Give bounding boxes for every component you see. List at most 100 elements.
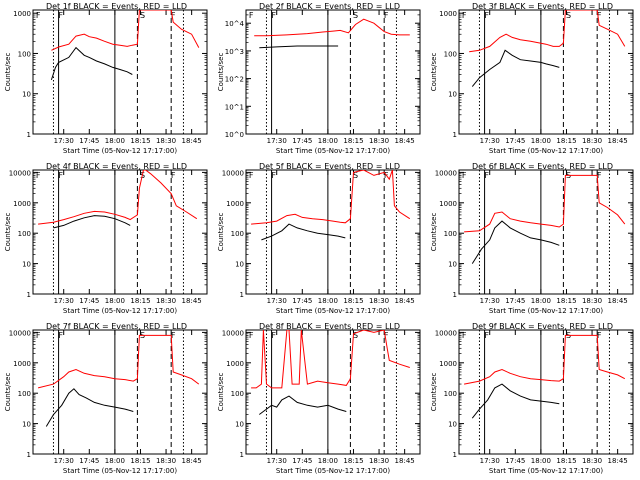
x-tick-label: 18:00	[105, 137, 125, 145]
detector-chart: Det 4f BLACK = Events, RED = LLD 1 10 100 10…	[4, 162, 208, 315]
lld-series-line	[51, 10, 200, 51]
x-axis-label: Start Time (05-Nov-12 17:17:00)	[489, 147, 603, 155]
plot-frame	[32, 329, 208, 455]
time-marker-label: F	[597, 331, 602, 340]
y-axis-label: Counts/sec	[430, 53, 438, 92]
lld-series-line	[464, 174, 626, 233]
time-marker-label: F	[58, 171, 63, 180]
y-tick-label: 10	[22, 261, 31, 269]
chart-title: Det 4f BLACK = Events, RED = LLD	[46, 162, 187, 171]
y-axis-label: Counts/sec	[217, 213, 225, 252]
y-tick-label: 10000	[222, 169, 244, 177]
chart-title: Det 6f BLACK = Events, RED = LLD	[472, 162, 613, 171]
x-tick-label: 17:45	[79, 457, 99, 465]
y-tick-label: 100	[444, 50, 457, 58]
time-marker-label: F	[271, 171, 276, 180]
x-tick-label: 18:30	[156, 457, 176, 465]
time-marker-label: F	[462, 331, 467, 340]
chart-title: Det 8f BLACK = Events, RED = LLD	[259, 322, 400, 331]
y-tick-label: 100	[18, 230, 31, 238]
chart-title: Det 2f BLACK = Events, RED = LLD	[259, 2, 400, 11]
x-tick-label: 18:15	[130, 297, 150, 305]
x-tick-label: 17:30	[54, 297, 74, 305]
lld-series-line	[38, 170, 198, 225]
detector-chart: Det 3f BLACK = Events, RED = LLD 1 10 100 10…	[430, 2, 634, 155]
time-marker-label: F	[384, 11, 389, 20]
time-marker-label: S	[353, 331, 358, 340]
x-tick-label: 18:15	[343, 457, 363, 465]
detector-chart: Det 7f BLACK = Events, RED = LLD 1 10 100 10…	[4, 322, 208, 475]
y-tick-label: 1000	[226, 200, 244, 208]
y-tick-label: 1	[27, 291, 31, 299]
y-tick-label: 100	[444, 230, 457, 238]
y-tick-label: 10000	[435, 329, 457, 337]
time-marker-label: F	[271, 331, 276, 340]
x-tick-label: 17:30	[480, 137, 500, 145]
y-tick-label: 1	[240, 451, 244, 459]
x-tick-label: 18:15	[343, 137, 363, 145]
time-marker-label: F	[58, 331, 63, 340]
x-axis-label: Start Time (05-Nov-12 17:17:00)	[63, 147, 177, 155]
detector-chart: Det 2f BLACK = Events, RED = LLD 10^0 10^1…	[217, 2, 421, 155]
x-tick-label: 18:45	[608, 457, 628, 465]
time-marker-label: F	[484, 171, 489, 180]
x-tick-label: 18:45	[608, 137, 628, 145]
x-axis-label: Start Time (05-Nov-12 17:17:00)	[276, 147, 390, 155]
time-marker-label: S	[566, 11, 571, 20]
time-marker-label: F	[384, 331, 389, 340]
y-axis-label: Counts/sec	[217, 53, 225, 92]
events-series-line	[471, 383, 560, 419]
y-tick-label: 10	[448, 91, 457, 99]
x-tick-label: 18:45	[182, 137, 202, 145]
x-tick-label: 17:45	[79, 137, 99, 145]
x-tick-label: 18:30	[582, 137, 602, 145]
x-tick-label: 17:30	[54, 457, 74, 465]
x-tick-label: 18:15	[130, 137, 150, 145]
y-tick-label: 10	[22, 421, 31, 429]
y-tick-label: 10	[22, 91, 31, 99]
x-tick-label: 18:15	[130, 457, 150, 465]
plot-frame	[32, 9, 208, 135]
y-tick-label: 10	[448, 421, 457, 429]
x-tick-label: 18:45	[395, 137, 415, 145]
time-marker-label: F	[484, 11, 489, 20]
events-series-line	[471, 49, 560, 87]
x-tick-label: 17:45	[292, 297, 312, 305]
x-tick-label: 18:15	[556, 297, 576, 305]
x-tick-label: 18:30	[156, 297, 176, 305]
y-tick-label: 1000	[226, 360, 244, 368]
time-marker-label: F	[484, 331, 489, 340]
y-tick-label: 10	[235, 421, 244, 429]
x-tick-label: 18:00	[531, 457, 551, 465]
plot-frame	[245, 329, 421, 455]
time-marker-label: F	[36, 11, 41, 20]
x-tick-label: 18:30	[369, 137, 389, 145]
y-tick-label: 1	[453, 291, 457, 299]
x-tick-label: 17:30	[267, 457, 287, 465]
x-tick-label: 17:30	[480, 457, 500, 465]
plot-frame	[245, 169, 421, 295]
x-axis-label: Start Time (05-Nov-12 17:17:00)	[63, 307, 177, 315]
y-tick-label: 100	[18, 390, 31, 398]
y-axis-label: Counts/sec	[4, 53, 12, 92]
y-tick-label: 1000	[13, 360, 31, 368]
x-axis-label: Start Time (05-Nov-12 17:17:00)	[276, 467, 390, 475]
y-axis-label: Counts/sec	[430, 213, 438, 252]
x-tick-label: 18:45	[182, 297, 202, 305]
detector-chart: Det 1f BLACK = Events, RED = LLD 1 10 100 10…	[4, 2, 208, 155]
events-series-line	[259, 395, 347, 415]
detector-chart: Det 5f BLACK = Events, RED = LLD 1 10 100 10…	[217, 162, 421, 315]
events-series-line	[261, 223, 346, 241]
time-marker-label: F	[171, 171, 176, 180]
y-tick-label: 1	[453, 451, 457, 459]
time-marker-label: F	[171, 11, 176, 20]
x-axis-label: Start Time (05-Nov-12 17:17:00)	[489, 467, 603, 475]
y-tick-label: 10^2	[225, 76, 244, 84]
x-tick-label: 17:45	[79, 297, 99, 305]
y-tick-label: 10	[448, 261, 457, 269]
events-series-line	[45, 388, 134, 427]
chart-title: Det 9f BLACK = Events, RED = LLD	[472, 322, 613, 331]
x-tick-label: 18:00	[105, 457, 125, 465]
y-tick-label: 10000	[9, 169, 31, 177]
x-tick-label: 18:00	[318, 297, 338, 305]
